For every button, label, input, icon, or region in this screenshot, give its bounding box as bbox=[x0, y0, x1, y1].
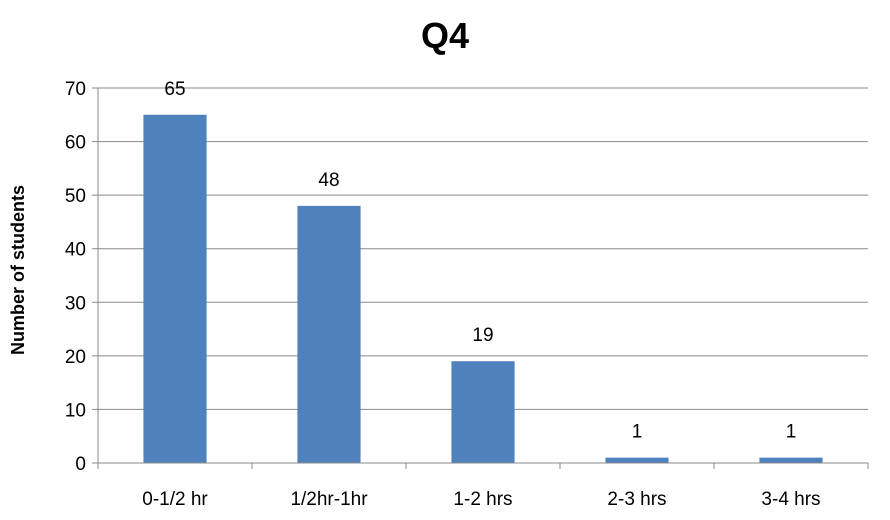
bar-3 bbox=[451, 361, 515, 463]
y-tick-label: 10 bbox=[65, 400, 86, 421]
bar-5 bbox=[759, 457, 823, 463]
x-tick-labels: 0-1/2 hr 1/2hr-1hr 1-2 hrs 2-3 hrs 3-4 hrs bbox=[142, 489, 820, 510]
gridlines bbox=[98, 87, 868, 410]
axes bbox=[92, 87, 869, 469]
data-label: 65 bbox=[164, 79, 185, 100]
y-tick-label: 70 bbox=[65, 79, 86, 100]
x-tick-label: 0-1/2 hr bbox=[142, 489, 208, 510]
y-tick-label: 0 bbox=[75, 454, 86, 475]
y-tick-label: 50 bbox=[65, 186, 86, 207]
bars bbox=[143, 114, 823, 464]
data-labels: 65 48 19 1 1 bbox=[164, 79, 796, 443]
x-tick-label: 1/2hr-1hr bbox=[290, 489, 368, 510]
data-label: 1 bbox=[786, 422, 797, 443]
data-label: 48 bbox=[318, 170, 339, 191]
data-label: 1 bbox=[632, 422, 643, 443]
y-tick-label: 40 bbox=[65, 240, 86, 261]
y-tick-label: 30 bbox=[65, 293, 86, 314]
y-tick-label: 20 bbox=[65, 347, 86, 368]
x-tick-label: 3-4 hrs bbox=[761, 489, 820, 510]
y-tick-label: 60 bbox=[65, 133, 86, 154]
bar-4 bbox=[605, 457, 669, 463]
x-tick-label: 2-3 hrs bbox=[607, 489, 666, 510]
chart-title: Q4 bbox=[421, 15, 469, 56]
bar-2 bbox=[297, 205, 361, 463]
bar-1 bbox=[143, 114, 207, 464]
y-axis-label: Number of students bbox=[8, 185, 28, 355]
y-tick-labels: 0 10 20 30 40 50 60 70 bbox=[65, 79, 86, 475]
x-tick-label: 1-2 hrs bbox=[453, 489, 512, 510]
data-label: 19 bbox=[472, 325, 493, 346]
